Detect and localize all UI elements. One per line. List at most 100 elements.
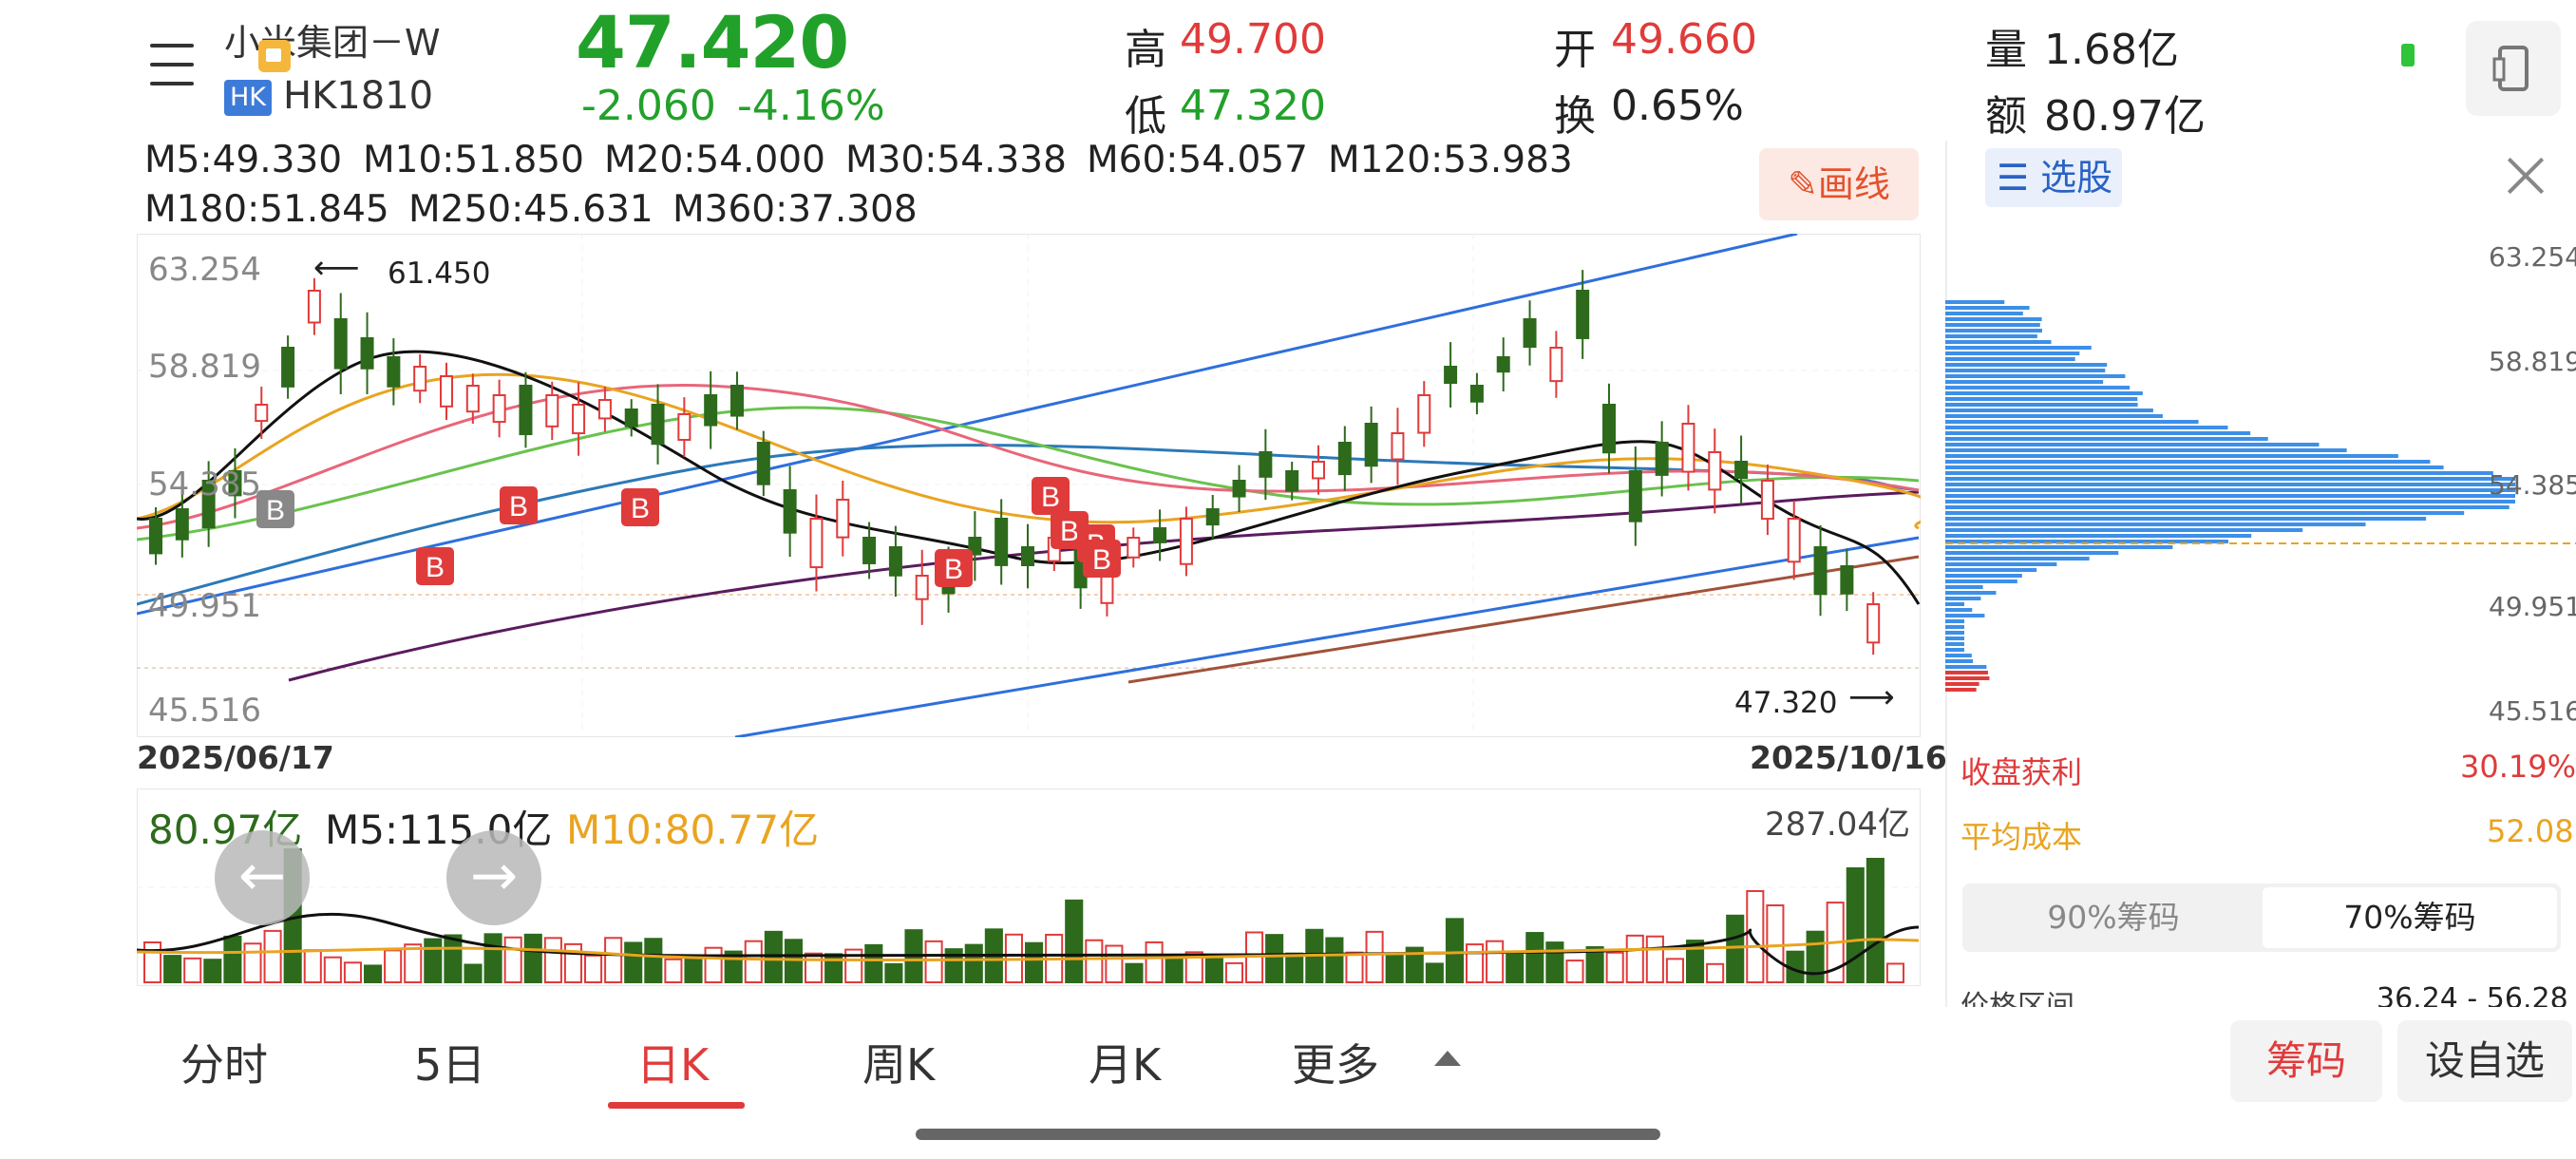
- y-label-3: 54.385: [148, 466, 261, 504]
- tab-more[interactable]: 更多: [1292, 1039, 1379, 1091]
- volume-bar: [1165, 955, 1184, 984]
- buy-marker-label: B: [944, 554, 963, 585]
- stock-code: HK1810: [283, 74, 434, 118]
- chip-bar: [1945, 671, 1988, 674]
- ma-legend-m5: M5:49.330: [144, 139, 343, 181]
- chip-bar: [1945, 517, 2427, 521]
- candle-body: [1205, 508, 1220, 526]
- chip-bar: [1945, 688, 1977, 692]
- volume-bar: [1486, 940, 1505, 983]
- volume-bar: [764, 930, 783, 983]
- buy-marker[interactable]: B: [1083, 540, 1121, 578]
- close-icon[interactable]: [2502, 152, 2549, 200]
- chip-bar: [1945, 551, 2119, 555]
- candle-body: [1866, 603, 1881, 644]
- turnover-label: 换: [1554, 92, 1596, 141]
- add-watchlist-button[interactable]: 设自选: [2397, 1020, 2572, 1102]
- menu-icon[interactable]: [142, 38, 201, 91]
- tab-fenshi[interactable]: 分时: [180, 1039, 268, 1091]
- volume-bar: [364, 964, 383, 984]
- candle-body: [1285, 470, 1299, 492]
- low-value: 47.320: [1180, 82, 1326, 130]
- volume-bar: [884, 962, 903, 983]
- chip-bar: [1945, 654, 1972, 657]
- candle-body: [1602, 404, 1616, 454]
- profit-label: 收盘获利: [1960, 754, 2083, 790]
- candle-body: [1576, 290, 1590, 339]
- candle-body: [440, 375, 453, 408]
- rotate-device-button[interactable]: [2466, 21, 2561, 116]
- tab-5day[interactable]: 5日: [414, 1039, 486, 1091]
- price-range-value: 36.24 - 56.28: [2377, 982, 2568, 1011]
- volume-bar: [1265, 934, 1284, 983]
- trend-line: [734, 536, 1920, 737]
- buy-marker[interactable]: B: [500, 486, 538, 524]
- arrow-right-icon[interactable]: →: [446, 830, 541, 925]
- volume-bar: [864, 943, 883, 984]
- high-marker-arrow-icon: ⟵: [313, 249, 360, 287]
- buy-marker[interactable]: B: [621, 488, 659, 526]
- volume-bar: [1385, 953, 1404, 984]
- high-label: 高: [1125, 26, 1166, 74]
- candle-body: [1364, 423, 1378, 467]
- volume-chart[interactable]: [137, 788, 1921, 986]
- kline-chart-frame[interactable]: [137, 234, 1921, 737]
- low-marker-value: 47.320: [1734, 686, 1838, 720]
- chip-bar: [1945, 397, 2138, 401]
- tab-day-k[interactable]: 日K: [636, 1039, 710, 1091]
- candle-body: [572, 404, 586, 435]
- volume-bar: [1846, 867, 1865, 983]
- buy-marker[interactable]: B: [935, 549, 973, 587]
- volume-bar: [964, 943, 983, 983]
- volume-bar: [604, 937, 623, 983]
- chip-bar: [1945, 636, 1964, 640]
- select-stock-button[interactable]: ☰ 选股: [1985, 148, 2122, 207]
- buy-marker[interactable]: B: [416, 547, 454, 585]
- tab-70[interactable]: 70%筹码: [2263, 887, 2557, 948]
- chip-bar: [1945, 391, 2143, 395]
- select-stock-label: 选股: [2040, 157, 2113, 199]
- list-icon: ☰: [1997, 157, 2030, 199]
- candle-body: [1153, 527, 1167, 543]
- volume-bar: [404, 943, 423, 984]
- candle-body: [1787, 518, 1801, 563]
- volume-bar: [1645, 935, 1664, 983]
- chip-bar: [1945, 540, 2229, 543]
- chip-bar: [1945, 545, 2173, 549]
- chip-bar: [1945, 676, 1990, 680]
- buy-marker-bg: [1083, 540, 1121, 578]
- buy-marker-bg: [621, 488, 659, 526]
- stock-header: 小米集团－W HK HK1810 47.420 -2.060 -4.16% 高 …: [0, 0, 2576, 141]
- chip-y-label-2: 58.819: [2489, 346, 2576, 377]
- chip-bar: [1945, 568, 2037, 572]
- chip-bar: [1945, 619, 1964, 623]
- candle-body: [228, 470, 242, 497]
- candle-body: [333, 318, 348, 370]
- buy-marker[interactable]: B: [256, 490, 294, 528]
- tab-month-k[interactable]: 月K: [1089, 1039, 1162, 1091]
- candle-body: [387, 356, 401, 388]
- chip-button[interactable]: 筹码: [2230, 1020, 2382, 1102]
- avg-cost-value: 52.08: [2487, 813, 2574, 849]
- volume-bar: [924, 940, 943, 984]
- tab-week-k[interactable]: 周K: [862, 1039, 936, 1091]
- buy-marker-bg: [416, 547, 454, 585]
- arrow-left-icon[interactable]: ←: [215, 830, 310, 925]
- tab-90[interactable]: 90%筹码: [2047, 899, 2180, 936]
- chip-bar: [1945, 614, 1985, 618]
- buy-marker-bg: [935, 549, 973, 587]
- chip-bar: [1945, 437, 2268, 441]
- volume-bar: [223, 935, 242, 983]
- draw-line-button[interactable]: ✎画线: [1759, 148, 1919, 220]
- buy-marker[interactable]: B: [1032, 477, 1070, 515]
- chip-bar: [1945, 306, 2030, 310]
- caret-up-icon[interactable]: [1434, 1051, 1461, 1066]
- volume-bar: [323, 956, 342, 983]
- volume-bar: [424, 938, 443, 983]
- volume-bar: [1766, 904, 1785, 983]
- kline-chart[interactable]: BBBBBBBBB: [137, 234, 1921, 737]
- candle-body: [1681, 423, 1695, 473]
- candle-body: [783, 489, 797, 534]
- candle-body: [1813, 546, 1828, 596]
- draw-line-label: 画线: [1817, 163, 1890, 205]
